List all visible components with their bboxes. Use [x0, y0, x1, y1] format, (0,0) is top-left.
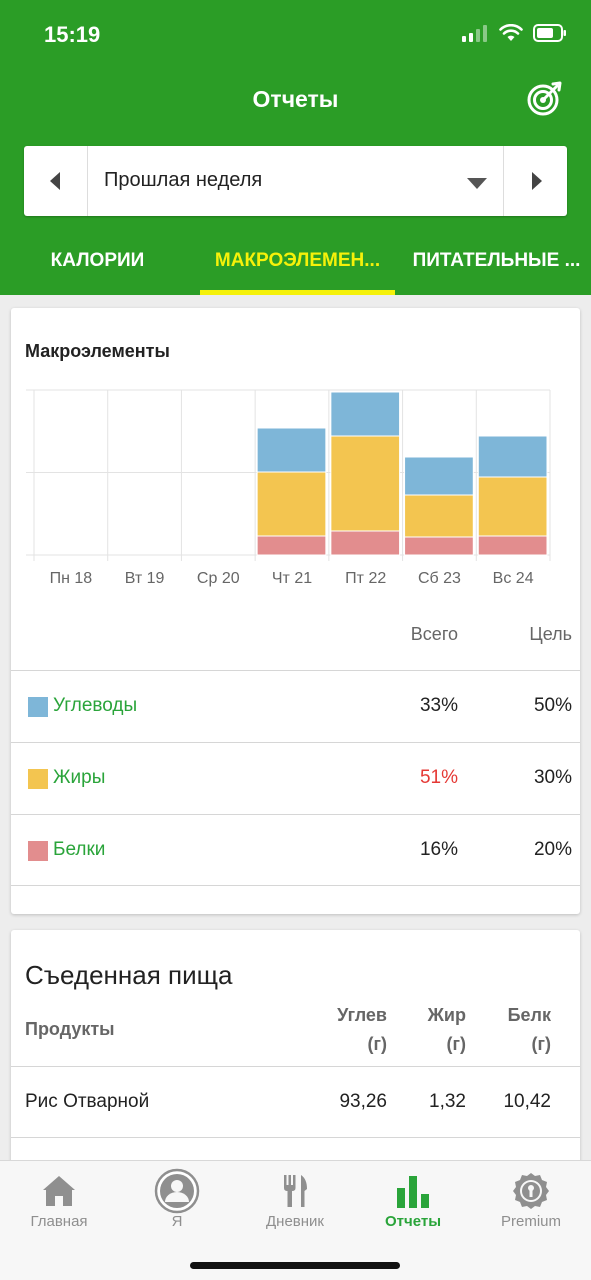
bottom-nav: Главная Я Дневник Отчеты [0, 1160, 591, 1280]
nav-premium-label: Premium [500, 1213, 561, 1230]
header-protein-label: Белк [507, 1005, 551, 1025]
nav-reports-label: Отчеты [384, 1213, 442, 1230]
week-period-select[interactable]: Прошлая неделя [104, 169, 263, 191]
x-tick-label: Сб 23 [418, 570, 461, 587]
nav-reports[interactable]: Отчеты [354, 1161, 472, 1241]
goals-button[interactable] [527, 80, 563, 116]
header-products: Продукты [25, 1019, 115, 1039]
bar-segment [477, 535, 548, 556]
macros-title: Макроэлементы [25, 341, 170, 361]
dropdown-arrow-icon[interactable] [467, 176, 487, 194]
macro-goal: 30% [533, 767, 572, 788]
x-tick-label: Пн 18 [50, 570, 93, 587]
page-title: Отчеты [252, 86, 339, 112]
avatar-icon [154, 1168, 200, 1214]
status-time: 15:19 [44, 22, 101, 47]
nav-home[interactable]: Главная [0, 1161, 118, 1241]
bar-segment [404, 456, 474, 496]
home-icon [43, 1176, 75, 1206]
bar-segment [330, 530, 401, 556]
bar-segment [477, 435, 548, 478]
header-carbs: Углев (г) [337, 1001, 387, 1059]
macro-row-fat[interactable]: Жиры 51% 30% [11, 742, 580, 814]
macros-chart: Пн 18 Вт 19 Ср 20 Чт 21 Пт 22 Сб 23 Вс 24 [26, 389, 551, 587]
nav-diary[interactable]: Дневник [236, 1161, 354, 1241]
bar-segment [256, 471, 327, 537]
header-carbs-label: Углев [337, 1005, 387, 1025]
macro-name: Белки [53, 839, 106, 860]
bar-segment [477, 476, 548, 537]
bar-segment [256, 535, 327, 556]
x-tick-label: Вт 19 [125, 570, 165, 587]
carbs-color-swatch [28, 697, 48, 717]
tab-calories[interactable]: КАЛОРИИ [50, 250, 145, 271]
bar-chart-icon [397, 1176, 429, 1208]
column-total: Всего [410, 624, 458, 644]
macro-total: 33% [419, 695, 458, 716]
week-selector: Прошлая неделя [24, 146, 567, 216]
macro-name: Жиры [53, 767, 106, 788]
nav-me-label: Я [171, 1213, 183, 1230]
macro-name: Углеводы [53, 695, 138, 716]
macro-row-carbs[interactable]: Углеводы 33% 50% [11, 670, 580, 742]
nav-diary-label: Дневник [266, 1213, 324, 1230]
bar-segment [330, 391, 401, 437]
battery-icon [533, 24, 566, 42]
macro-goal: 50% [533, 695, 572, 716]
macro-row-protein[interactable]: Белки 16% 20% [11, 814, 580, 886]
nav-home-label: Главная [30, 1213, 88, 1230]
report-tabs: КАЛОРИИ МАКРОЭЛЕМЕН... ПИТАТЕЛЬНЫЕ ... [0, 236, 591, 295]
bar-segment [256, 427, 327, 473]
fat-color-swatch [28, 769, 48, 789]
table-bottom-divider [11, 885, 580, 914]
premium-badge-icon [513, 1173, 549, 1209]
status-icons [461, 24, 567, 42]
signal-icon [462, 25, 487, 42]
next-week-button[interactable] [503, 146, 567, 216]
macro-goal: 20% [533, 839, 572, 860]
tab-macros[interactable]: МАКРОЭЛЕМЕН... [214, 250, 381, 271]
nav-me[interactable]: Я [118, 1161, 236, 1241]
bar-segment [404, 494, 474, 538]
bar-segment [330, 435, 401, 532]
x-tick-label: Пт 22 [345, 570, 386, 587]
header-fat: Жир (г) [428, 1001, 466, 1059]
x-tick-label: Чт 21 [272, 570, 312, 587]
wifi-icon [499, 24, 523, 41]
column-goal: Цель [529, 624, 572, 644]
target-icon [527, 81, 562, 116]
header-fat-label: Жир [427, 1005, 466, 1025]
food-row[interactable]: Рис Отварной 93,26 1,32 10,42 [11, 1066, 580, 1138]
macros-card: Макроэлементы Пн 18 Вт 19 Ср 20 Чт 21 Пт 22 С… [11, 308, 580, 914]
protein-color-swatch [28, 841, 48, 861]
eaten-food-title: Съеденная пища [25, 960, 233, 990]
food-carbs: 93,26 [339, 1091, 387, 1112]
bar-segment [404, 536, 474, 556]
macro-total: 16% [419, 839, 458, 860]
macro-total: 51% [419, 767, 458, 788]
header-protein: Белк (г) [508, 1001, 551, 1059]
app-header: 15:19 Отчеты Про [0, 0, 591, 295]
x-tick-label: Ср 20 [197, 570, 240, 587]
header-fat-unit: (г) [446, 1034, 467, 1054]
food-protein: 10,42 [503, 1091, 551, 1112]
nav-premium[interactable]: Premium [472, 1161, 590, 1241]
food-fat: 1,32 [429, 1091, 466, 1112]
food-name: Рис Отварной [25, 1091, 150, 1112]
tab-nutrients[interactable]: ПИТАТЕЛЬНЫЕ ... [412, 250, 581, 271]
x-tick-label: Вс 24 [493, 570, 534, 587]
header-carbs-unit: (г) [367, 1034, 388, 1054]
active-tab-indicator [200, 290, 395, 295]
fork-knife-icon [284, 1175, 307, 1207]
eaten-food-card: Съеденная пища Продукты Углев (г) Жир (г… [11, 930, 580, 1170]
chevron-left-icon [49, 172, 60, 190]
previous-week-button[interactable] [24, 146, 88, 216]
home-indicator [190, 1262, 400, 1269]
header-protein-unit: (г) [531, 1034, 552, 1054]
chevron-right-icon [531, 172, 542, 190]
